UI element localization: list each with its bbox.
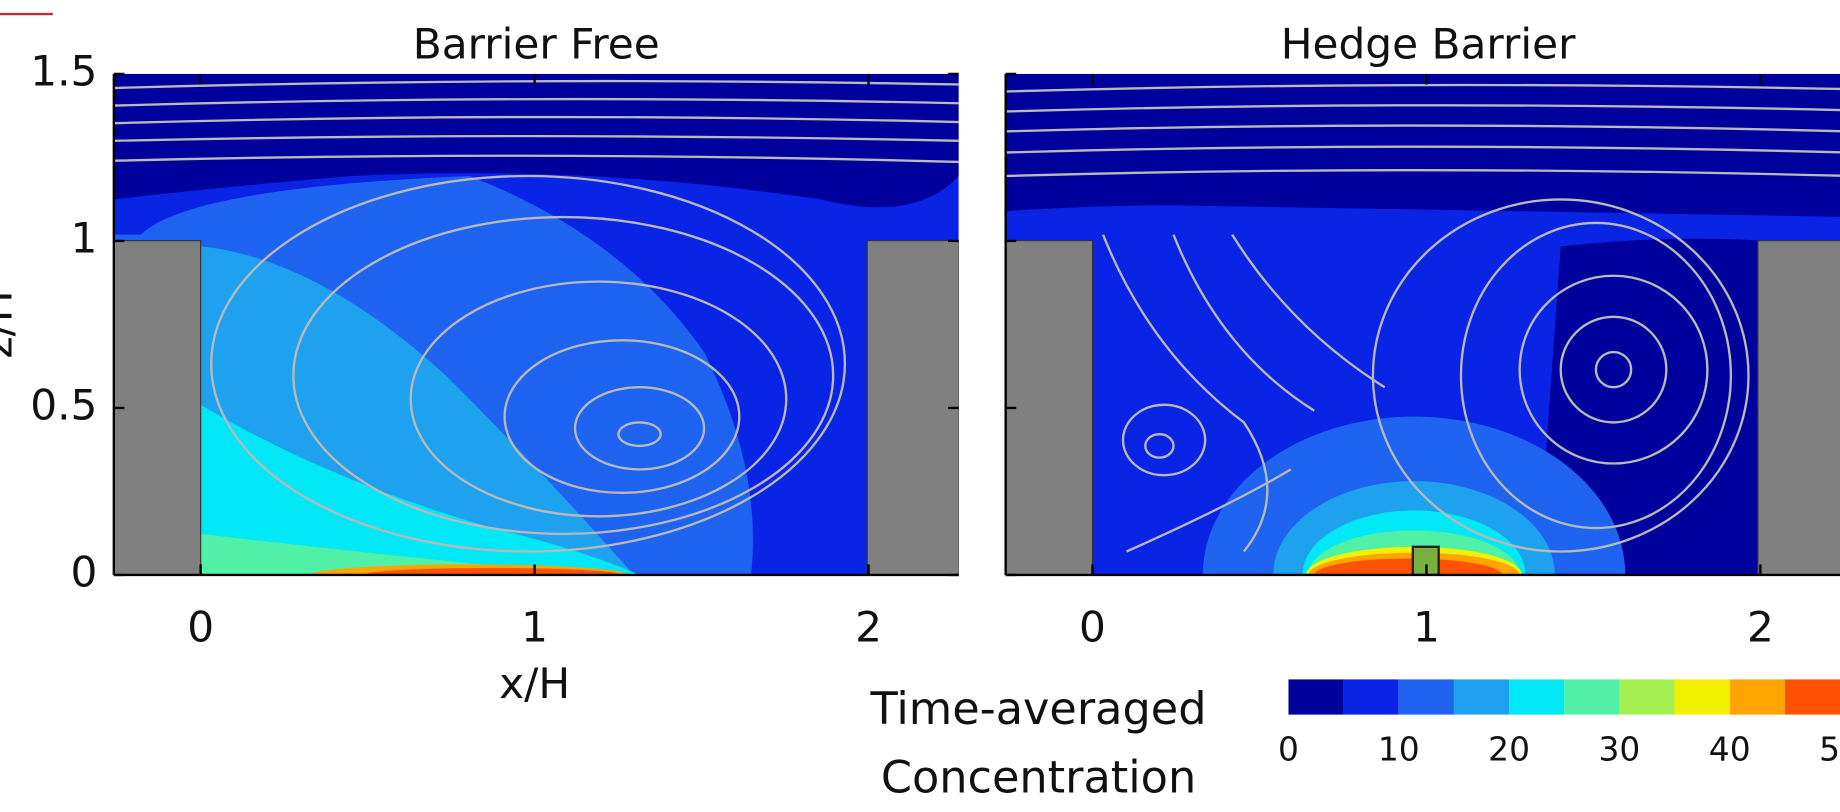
colorbar-swatch bbox=[1398, 679, 1454, 715]
y-tick-label: 0.5 bbox=[30, 380, 97, 429]
colorbar-tick-label: 20 bbox=[1488, 730, 1530, 768]
x-tick-label: 0 bbox=[187, 603, 214, 652]
streamline bbox=[1559, 315, 1668, 424]
streamline bbox=[1459, 221, 1733, 530]
x-tick-label: 1 bbox=[521, 603, 548, 652]
colorbar-swatch bbox=[1509, 679, 1565, 715]
colorbar-tick-label: 0 bbox=[1278, 730, 1299, 768]
contour-field bbox=[1005, 73, 1840, 575]
y-axis-label: z/H bbox=[0, 290, 22, 358]
streamline bbox=[573, 386, 706, 471]
streamline bbox=[1594, 350, 1633, 389]
contour-field bbox=[113, 73, 959, 575]
streamline bbox=[292, 215, 835, 536]
building bbox=[113, 239, 202, 575]
streamlines bbox=[1005, 83, 1840, 553]
colorbar-swatch bbox=[1674, 679, 1730, 715]
building bbox=[1005, 239, 1094, 575]
x-tick-label: 0 bbox=[1079, 603, 1106, 652]
field-region bbox=[1314, 558, 1503, 575]
colorbar-swatch bbox=[1453, 679, 1510, 715]
building bbox=[1757, 239, 1840, 575]
colorbar-swatch bbox=[1619, 679, 1675, 715]
x-tick-label: 1 bbox=[1413, 603, 1440, 652]
streamline bbox=[1121, 403, 1207, 477]
y-tick-label: 1.5 bbox=[30, 46, 97, 95]
building bbox=[866, 239, 959, 575]
x-tick-label: 2 bbox=[1747, 603, 1774, 652]
streamline bbox=[1005, 83, 1840, 178]
streamline bbox=[210, 174, 847, 553]
colorbar-tick-label: 40 bbox=[1709, 730, 1751, 768]
colorbar-swatch bbox=[1343, 679, 1399, 715]
streamline bbox=[1101, 234, 1386, 553]
streamline bbox=[1518, 274, 1709, 465]
x-axis-label: x/H bbox=[499, 659, 570, 708]
panel-title: Hedge Barrier bbox=[1281, 19, 1576, 68]
field-region bbox=[113, 73, 959, 208]
colorbar-swatch bbox=[1729, 679, 1785, 715]
colorbar-label: Time-averaged bbox=[870, 683, 1207, 735]
y-tick-label: 0 bbox=[71, 547, 98, 596]
colorbar-swatch bbox=[1784, 679, 1840, 715]
colorbar-tick-label: 10 bbox=[1378, 730, 1420, 768]
colorbar-tick-label: 50 bbox=[1819, 730, 1840, 768]
field-region bbox=[1005, 73, 1840, 217]
streamline bbox=[617, 421, 662, 448]
colorbar-swatch bbox=[1288, 679, 1344, 715]
streamline bbox=[113, 79, 959, 164]
y-tick-label: 1 bbox=[71, 213, 98, 262]
colorbar-label: Concentration bbox=[881, 751, 1196, 803]
colorbar-tick-label: 30 bbox=[1598, 730, 1640, 768]
field-region bbox=[200, 404, 640, 575]
streamlines bbox=[113, 79, 959, 553]
streamline bbox=[409, 280, 788, 518]
x-tick-label: 2 bbox=[855, 603, 882, 652]
streamline bbox=[1144, 432, 1175, 459]
colorbar-swatch bbox=[1564, 679, 1620, 715]
streamline bbox=[503, 339, 741, 495]
field-region bbox=[363, 567, 622, 575]
panel-title: Barrier Free bbox=[413, 19, 660, 68]
streamline bbox=[1371, 198, 1750, 553]
